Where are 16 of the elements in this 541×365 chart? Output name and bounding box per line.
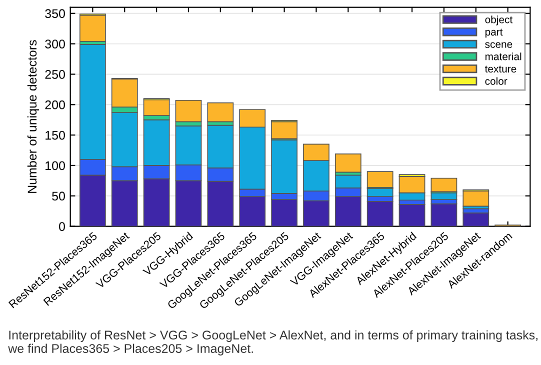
y-tick-label: 0 <box>59 222 65 231</box>
y-tick-label: 100 <box>46 161 65 170</box>
y-axis-title: Number of unique detectors <box>27 40 40 193</box>
legend-label: material <box>485 52 522 60</box>
y-tick-label: 150 <box>46 130 65 140</box>
y-tick-label: 50 <box>52 192 65 201</box>
legend-label: color <box>485 77 508 85</box>
y-tick-label: 350 <box>45 9 65 18</box>
y-tick-label: 200 <box>45 100 65 110</box>
legend-label: object <box>485 16 513 26</box>
y-tick-label: 250 <box>45 70 65 79</box>
y-tick-label: 300 <box>45 40 65 48</box>
text: Interpretability of ResNet > VGG > GoogLeNet > AlexNet, and in terms of primary training tasks, we find Places365 > Places205 > ImageNet. <box>8 330 538 356</box>
legend-label: texture <box>484 66 516 73</box>
legend-label: part <box>485 28 503 38</box>
legend-label: scene <box>485 42 512 48</box>
